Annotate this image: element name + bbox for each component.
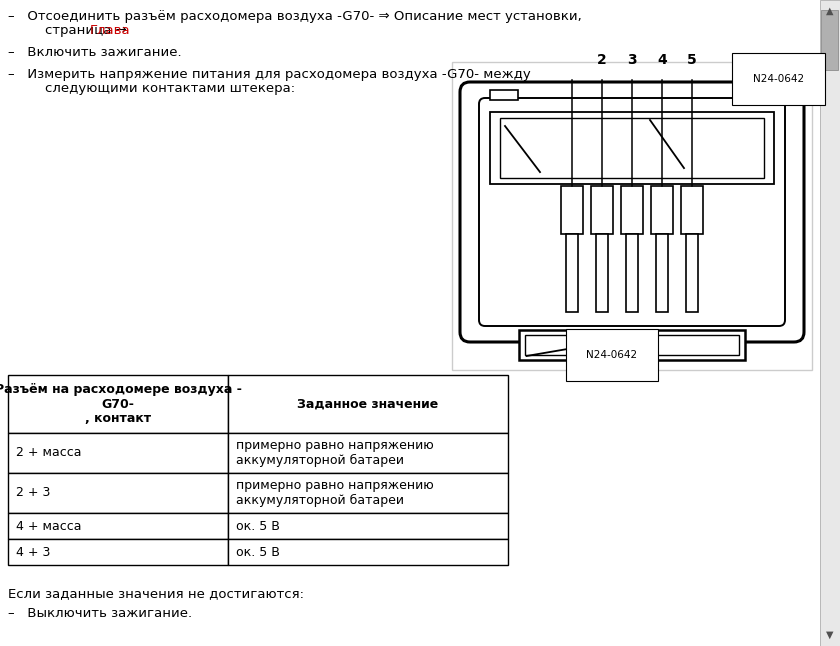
Text: ок. 5 В: ок. 5 В bbox=[236, 545, 280, 559]
Text: 3: 3 bbox=[627, 53, 637, 67]
Bar bbox=[591, 186, 613, 234]
Bar bbox=[626, 234, 638, 312]
Text: Глава: Глава bbox=[90, 24, 131, 37]
Bar bbox=[651, 186, 673, 234]
Bar bbox=[820, 0, 840, 646]
Bar bbox=[681, 186, 703, 234]
Text: N24-0642: N24-0642 bbox=[753, 74, 804, 84]
Text: следующими контактами штекера:: следующими контактами штекера: bbox=[28, 82, 295, 95]
Bar bbox=[596, 234, 608, 312]
Bar bbox=[621, 186, 643, 234]
Text: примерно равно напряжению
аккумуляторной батареи: примерно равно напряжению аккумуляторной… bbox=[236, 439, 433, 467]
Text: 2 + масса: 2 + масса bbox=[16, 446, 81, 459]
Text: N24-0642: N24-0642 bbox=[586, 350, 638, 360]
Bar bbox=[525, 335, 739, 355]
Bar bbox=[656, 234, 668, 312]
Bar bbox=[686, 234, 698, 312]
Bar bbox=[490, 90, 518, 100]
Text: Заданное значение: Заданное значение bbox=[297, 397, 438, 410]
Bar bbox=[490, 112, 774, 184]
Text: –   Измерить напряжение питания для расходомера воздуха -G70- между: – Измерить напряжение питания для расход… bbox=[8, 68, 531, 81]
Bar bbox=[561, 186, 583, 234]
FancyBboxPatch shape bbox=[479, 98, 785, 326]
Bar bbox=[8, 539, 228, 565]
Bar bbox=[500, 118, 764, 178]
Bar bbox=[452, 62, 812, 370]
Text: 5: 5 bbox=[687, 53, 697, 67]
Bar bbox=[228, 433, 508, 473]
Bar bbox=[8, 375, 228, 433]
Text: –   Включить зажигание.: – Включить зажигание. bbox=[8, 46, 181, 59]
Bar bbox=[228, 513, 508, 539]
Bar bbox=[566, 234, 578, 312]
Text: Разъём на расходомере воздуха -
G70-
, контакт: Разъём на расходомере воздуха - G70- , к… bbox=[0, 382, 241, 426]
Text: 4: 4 bbox=[657, 53, 667, 67]
Text: ▲: ▲ bbox=[827, 6, 834, 16]
Bar bbox=[228, 375, 508, 433]
Bar bbox=[518, 330, 745, 360]
Text: 4 + 3: 4 + 3 bbox=[16, 545, 50, 559]
Bar bbox=[228, 539, 508, 565]
FancyBboxPatch shape bbox=[460, 82, 804, 342]
Text: 2: 2 bbox=[597, 53, 606, 67]
Bar bbox=[746, 90, 774, 100]
Text: 4 + масса: 4 + масса bbox=[16, 519, 81, 532]
Bar bbox=[8, 513, 228, 539]
Bar bbox=[228, 473, 508, 513]
Bar bbox=[8, 473, 228, 513]
Text: 2 + 3: 2 + 3 bbox=[16, 486, 50, 499]
Text: –   Выключить зажигание.: – Выключить зажигание. bbox=[8, 607, 192, 620]
Bar bbox=[821, 10, 838, 70]
Text: Если заданные значения не достигаются:: Если заданные значения не достигаются: bbox=[8, 587, 304, 600]
Bar bbox=[8, 433, 228, 473]
Text: ▼: ▼ bbox=[827, 630, 834, 640]
Text: страница →: страница → bbox=[28, 24, 131, 37]
Text: примерно равно напряжению
аккумуляторной батареи: примерно равно напряжению аккумуляторной… bbox=[236, 479, 433, 507]
Text: ок. 5 В: ок. 5 В bbox=[236, 519, 280, 532]
Text: –   Отсоединить разъём расходомера воздуха -G70- ⇒ Описание мест установки,: – Отсоединить разъём расходомера воздуха… bbox=[8, 10, 582, 23]
